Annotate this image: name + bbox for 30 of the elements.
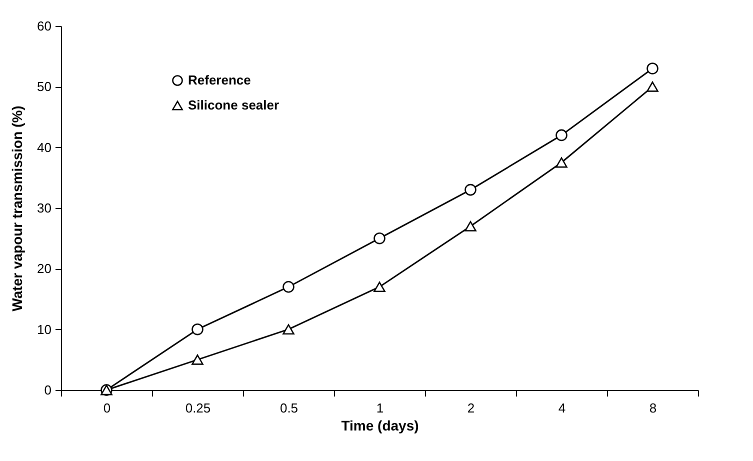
y-tick-label: 20 (37, 261, 52, 276)
point (464, 184, 476, 196)
x-tick-label: 2 (467, 400, 475, 416)
x-tick-label: 0 (103, 400, 111, 416)
x-tick-label: 1 (376, 400, 384, 416)
point (646, 62, 658, 74)
y-tick-label: 60 (37, 18, 52, 34)
point (464, 221, 476, 232)
point (192, 354, 204, 365)
point (282, 324, 294, 335)
point (556, 129, 568, 142)
x-axis-title: Time (days) (341, 418, 419, 434)
point (192, 323, 204, 336)
y-axis-title: Water vapour transmission (%) (9, 106, 26, 312)
y-tick-label: 30 (37, 200, 52, 216)
point (556, 157, 568, 168)
y-tick-label: 50 (37, 79, 52, 94)
point (646, 81, 658, 92)
x-tick-label: 8 (649, 400, 657, 416)
legend-label: Reference (188, 72, 251, 88)
y-tick-label: 40 (37, 140, 52, 155)
y-tick-label: 0 (44, 382, 52, 398)
x-tick-label: 0.5 (280, 400, 298, 416)
legend-label: Silicone sealer (188, 98, 280, 112)
point (374, 282, 386, 292)
x-tick-label: 4 (558, 400, 566, 416)
point (282, 280, 294, 293)
point (374, 232, 386, 244)
x-tick-label: 0.25 (185, 400, 211, 416)
y-tick-label: 10 (37, 322, 52, 337)
